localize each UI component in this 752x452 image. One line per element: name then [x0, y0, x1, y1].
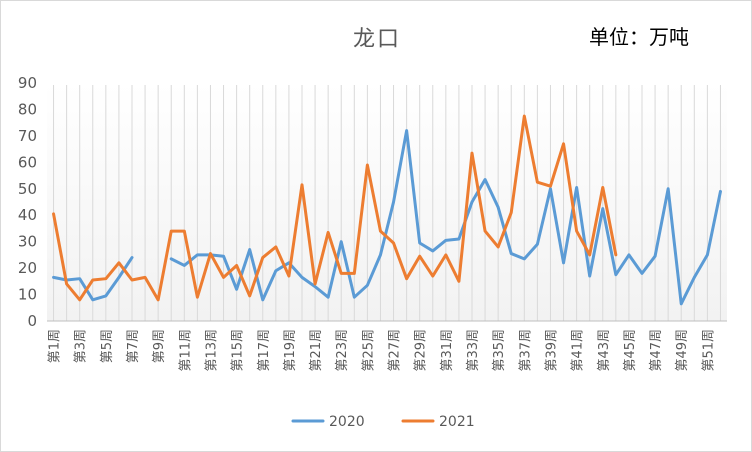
x-tick-label: 第27周: [388, 329, 403, 372]
y-tick-label: 40: [18, 206, 37, 224]
unit-label: 单位：万吨: [589, 25, 689, 49]
legend: 2020 2021: [291, 414, 475, 430]
y-tick-label: 60: [18, 153, 37, 171]
x-tick-label: 第37周: [518, 329, 533, 372]
x-tick-label: 第33周: [466, 329, 481, 372]
legend-label-2020: 2020: [329, 414, 365, 430]
x-tick-label: 第3周: [74, 329, 89, 363]
y-tick-label: 70: [18, 127, 37, 145]
y-tick-label: 0: [27, 312, 37, 330]
x-tick-label: 第13周: [204, 329, 219, 372]
y-tick-label: 50: [18, 180, 37, 198]
series-line-2021: [52, 114, 618, 302]
legend-label-2021: 2021: [439, 414, 475, 430]
y-tick-label: 30: [18, 233, 37, 251]
gridlines: [53, 85, 721, 321]
y-tick-label: 20: [18, 259, 37, 277]
y-tick-label: 90: [18, 74, 37, 92]
x-tick-label: 第19周: [283, 329, 298, 372]
x-tick-label: 第17周: [257, 329, 272, 372]
x-tick-label: 第47周: [649, 329, 664, 372]
x-tick-label: 第25周: [361, 329, 376, 372]
x-tick-label: 第5周: [100, 329, 115, 363]
x-tick-label: 第31周: [440, 329, 455, 372]
x-tick-label: 第49周: [675, 329, 690, 372]
x-tick-label: 第21周: [309, 329, 324, 372]
series-lines: [52, 114, 722, 306]
x-tick-label: 第51周: [701, 329, 716, 372]
x-tick-label: 第9周: [152, 329, 167, 363]
x-tick-label: 第45周: [623, 329, 638, 372]
x-tick-label: 第39周: [544, 329, 559, 372]
chart-title: 龙口: [352, 27, 401, 52]
x-tick-label: 第7周: [126, 329, 141, 363]
x-tick-label: 第1周: [48, 329, 63, 363]
x-tick-label: 第43周: [597, 329, 612, 372]
x-tick-label: 第15周: [231, 329, 246, 372]
x-tick-label: 第23周: [335, 329, 350, 372]
x-tick-label: 第11周: [178, 329, 193, 372]
y-tick-label: 80: [18, 100, 37, 118]
y-tick-label: 10: [18, 286, 37, 304]
x-tick-label: 第41周: [571, 329, 586, 372]
x-tick-label: 第29周: [414, 329, 429, 372]
x-tick-label: 第35周: [492, 329, 507, 372]
